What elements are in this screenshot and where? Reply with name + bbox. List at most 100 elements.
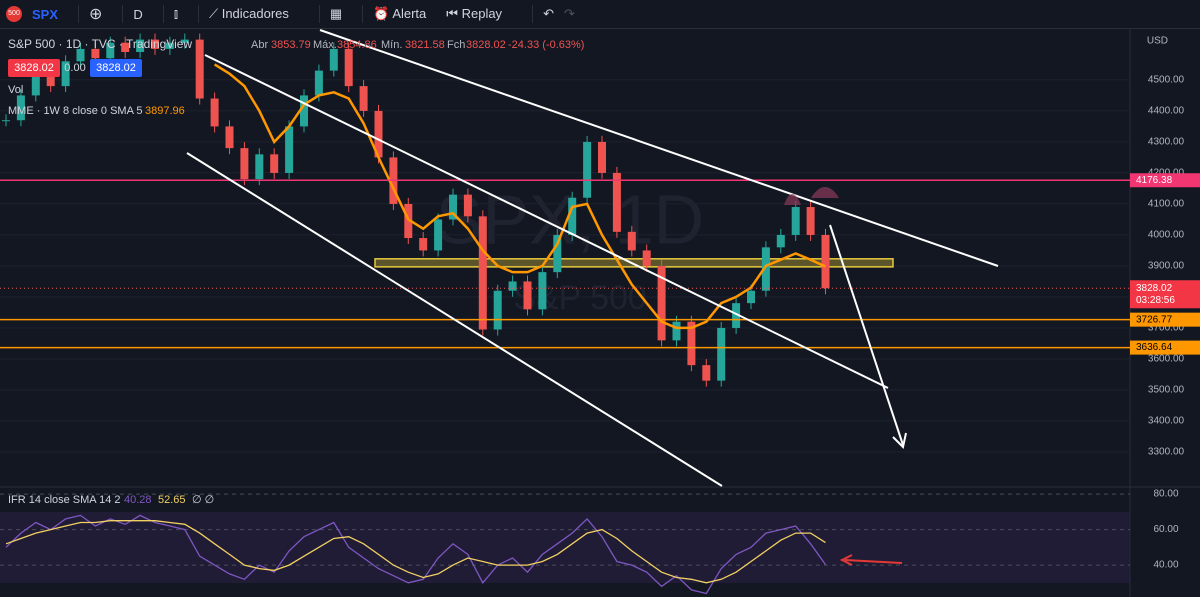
candle	[329, 48, 338, 71]
rsi-tick-label: 40.00	[1153, 560, 1178, 571]
symbol[interactable]: SPX	[32, 6, 59, 22]
rsi-extra: ∅ ∅	[192, 494, 214, 506]
separator	[122, 5, 124, 23]
candle	[508, 281, 517, 291]
replay-button[interactable]: ⏮ Replay	[446, 6, 503, 21]
candle	[225, 126, 234, 149]
level-label: 4176.38	[1136, 175, 1173, 186]
candle	[568, 197, 577, 235]
indicators-label: Indicadores	[221, 6, 289, 21]
y-tick-label: 3500.00	[1148, 385, 1185, 396]
level-tag	[1130, 173, 1200, 188]
separator	[197, 5, 199, 23]
rsi-tick-label: 80.00	[1153, 489, 1178, 500]
bid-box[interactable]	[8, 59, 60, 77]
alert-button[interactable]: ⏰ Alerta	[373, 6, 427, 21]
candle	[478, 216, 487, 330]
currency: USD	[1147, 36, 1168, 47]
candle	[627, 231, 636, 251]
grid	[0, 79, 1130, 566]
candle	[523, 281, 532, 310]
separator	[362, 5, 364, 23]
rsi-tick-label: 60.00	[1153, 524, 1178, 535]
candle	[136, 39, 145, 53]
legend-change: -24.33 (-0.63%)	[508, 39, 584, 51]
layouts[interactable]: ▦	[329, 6, 343, 21]
y-tick-label: 4200.00	[1148, 168, 1185, 179]
candle	[463, 194, 472, 217]
candle	[210, 98, 219, 127]
red-arrow[interactable]	[844, 559, 903, 564]
y-tick-label: 3700.00	[1148, 323, 1185, 334]
separator	[78, 5, 80, 23]
candle	[434, 219, 443, 251]
chart: SPX, 1D S&P 500 USD S&P 500 · 1D · TVC ·…	[0, 29, 1200, 597]
last-price-tag	[1130, 280, 1200, 309]
candle	[642, 250, 651, 266]
ask: 3828.02	[96, 62, 136, 74]
candle	[165, 42, 174, 49]
separator	[532, 5, 534, 23]
rsi-band	[0, 512, 1130, 583]
zone	[374, 258, 894, 268]
legend: S&P 500 · 1D · TVC · TradingView Abr 385…	[8, 37, 584, 506]
replay-label: Replay	[461, 6, 503, 21]
candle	[76, 48, 85, 62]
interval[interactable]: D	[133, 6, 143, 22]
candle	[359, 86, 368, 111]
trend-line[interactable]	[319, 29, 999, 267]
candle	[493, 290, 502, 330]
legend-value: 3821.58	[405, 39, 445, 51]
shape[interactable]	[784, 187, 839, 206]
y-tick-label: 3300.00	[1148, 447, 1185, 458]
indicators-button[interactable]: ⟋ Indicadores	[208, 6, 289, 21]
rsi-label: IFR 14 close SMA 14 2	[8, 494, 121, 506]
toolbar: 500 SPX ⊕ D ⫾ ⟋ Indicadores ▦ ⏰ Alerta ⏮…	[0, 0, 1200, 29]
legend-value: 3854.86	[337, 39, 377, 51]
add-symbol[interactable]: ⊕	[89, 6, 103, 23]
candle	[553, 234, 562, 273]
ask-box[interactable]	[90, 59, 142, 77]
candle	[344, 48, 353, 87]
y-tick-label: 3600.00	[1148, 354, 1185, 365]
arrow-head	[892, 432, 907, 450]
drawings	[186, 29, 999, 566]
candle	[821, 234, 830, 289]
redo[interactable]: ↷	[563, 6, 575, 21]
candle	[702, 365, 711, 381]
candle	[776, 234, 785, 248]
level-tag	[1130, 312, 1200, 327]
candle	[672, 321, 681, 341]
y-tick-label: 4300.00	[1148, 137, 1185, 148]
rsi-sma-line	[5, 520, 826, 584]
trend-line[interactable]	[186, 152, 723, 487]
candle	[732, 303, 741, 328]
candle	[612, 172, 621, 232]
arrow[interactable]	[829, 224, 904, 446]
candle	[761, 247, 770, 291]
candle	[195, 39, 204, 99]
candle	[2, 120, 10, 122]
candle	[106, 42, 115, 59]
candle	[61, 61, 70, 87]
candle	[687, 321, 696, 366]
candle	[791, 207, 800, 235]
logo: 500	[6, 6, 22, 22]
ma-label: MME · 1W 8 close 0 SMA 5	[8, 105, 142, 117]
candle	[16, 95, 25, 121]
y-tick-label: 4100.00	[1148, 199, 1185, 210]
separator	[162, 5, 164, 23]
candle	[419, 238, 428, 251]
legend-label: Fch	[447, 39, 465, 51]
chart-style[interactable]: ⫾	[173, 6, 178, 21]
candle	[583, 141, 592, 198]
level-tag	[1130, 340, 1200, 355]
marks	[0, 33, 1130, 595]
trend-line[interactable]	[204, 54, 889, 389]
candle	[538, 272, 547, 310]
candle	[240, 148, 249, 180]
level-label: 3636.64	[1136, 342, 1173, 353]
candle	[180, 39, 189, 43]
undo[interactable]: ↶	[543, 6, 554, 21]
rsi-sma-value: 52.65	[158, 494, 186, 506]
